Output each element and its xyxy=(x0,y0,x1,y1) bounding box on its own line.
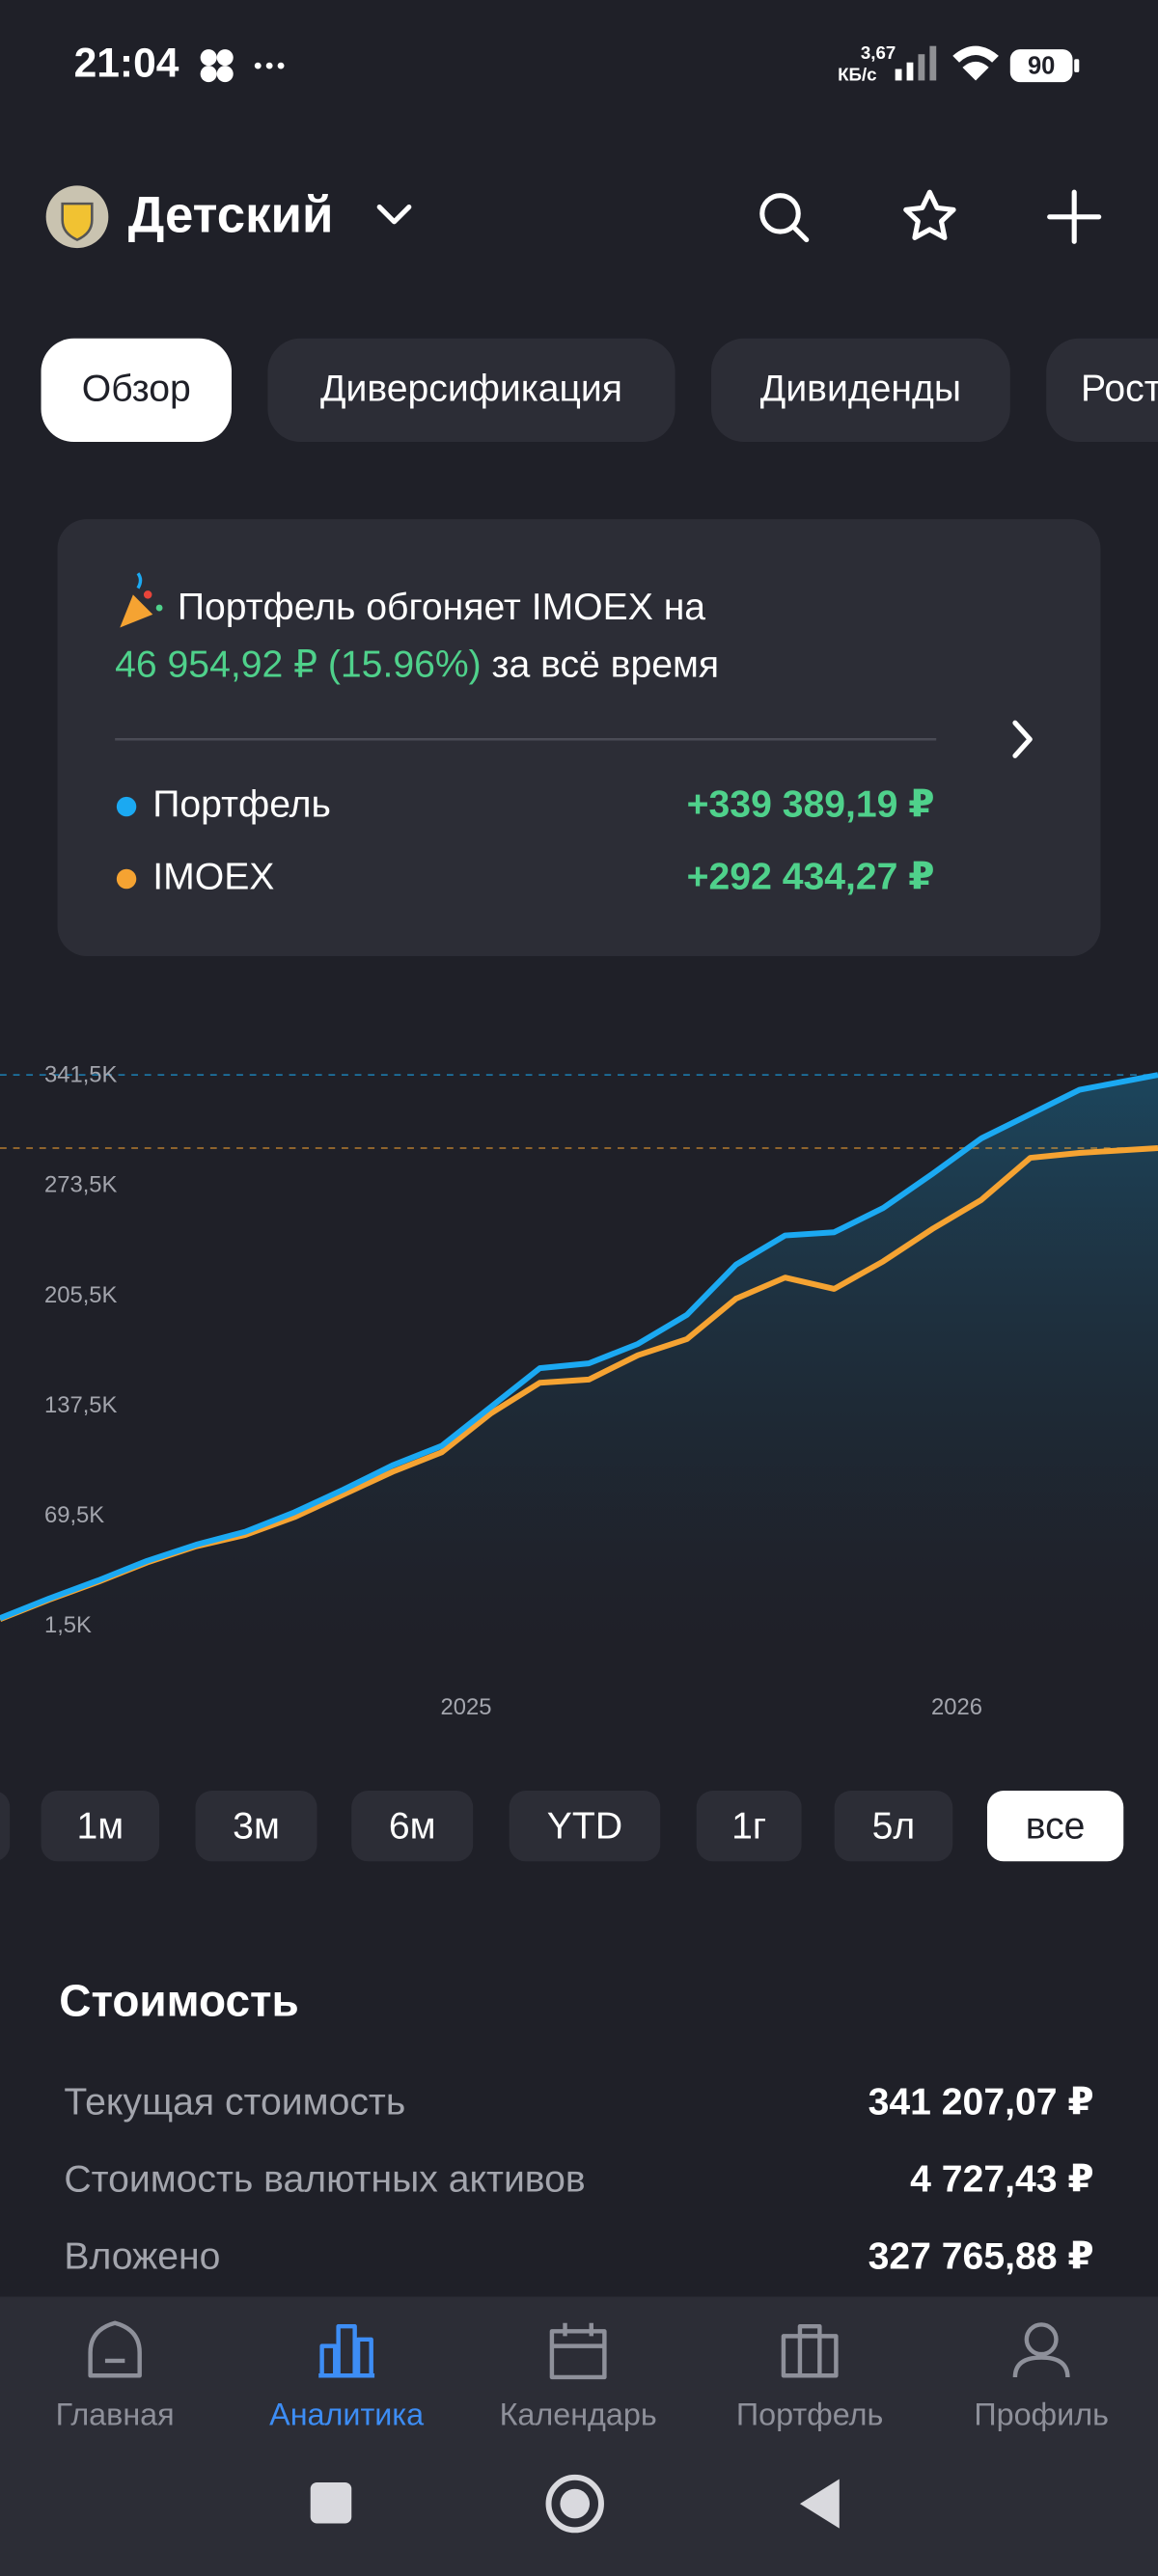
comparison-card[interactable] xyxy=(57,519,1101,957)
tab[interactable] xyxy=(1046,338,1158,443)
y-tick-label: 205,5K xyxy=(44,1282,118,1308)
legend-label: Портфель xyxy=(152,783,331,825)
chart: 1,5K 69,5K 137,5K 205,5K 273,5K 341,5K 2025 202… xyxy=(0,1062,1158,1720)
android-back[interactable] xyxy=(799,2479,840,2529)
tab-label[interactable]: Дивиденды xyxy=(760,369,961,410)
range-button[interactable] xyxy=(834,1791,953,1862)
range-button[interactable] xyxy=(351,1791,474,1862)
comparison-line: 46 954,92 ₽ (15.96%) за всё время xyxy=(115,644,719,686)
range-label[interactable]: все xyxy=(1026,1806,1086,1848)
status-icons xyxy=(200,45,1080,83)
y-tick-label: 341,5K xyxy=(44,1062,118,1088)
y-tick-label: 69,5K xyxy=(44,1502,104,1528)
range-button[interactable] xyxy=(986,1791,1124,1862)
row-label: Вложено xyxy=(64,2236,220,2278)
tab[interactable] xyxy=(41,338,232,443)
bank-logo xyxy=(45,185,109,249)
chevron-icon[interactable] xyxy=(1012,720,1033,758)
party-icon xyxy=(120,572,163,628)
legend-dot xyxy=(116,868,137,890)
tab[interactable] xyxy=(711,338,1010,443)
row-value: 327 765,88 ₽ xyxy=(868,2236,1094,2278)
legend: Портфель +339 389,19 ₽ IMOEX +292 434,27 ₽ xyxy=(116,783,935,897)
row-label: Стоимость валютных активов xyxy=(64,2159,585,2201)
nav-label[interactable]: Портфель xyxy=(736,2397,883,2431)
nav-icon[interactable] xyxy=(318,2323,375,2378)
range-label[interactable]: YTD xyxy=(547,1806,622,1848)
dropdown-icon[interactable] xyxy=(376,204,412,225)
range-button[interactable] xyxy=(696,1791,802,1862)
y-tick-label: 137,5K xyxy=(44,1392,118,1418)
row-label: Текущая стоимость xyxy=(64,2082,405,2124)
range-label[interactable]: 3м xyxy=(233,1806,280,1848)
range-label[interactable]: 5л xyxy=(872,1806,916,1848)
android-recent[interactable] xyxy=(310,2481,352,2524)
range-selector: 1м 3м 6м YTD 1г 5л все xyxy=(41,1791,1124,1862)
nav-label[interactable]: Профиль xyxy=(974,2397,1109,2431)
legend-label: IMOEX xyxy=(152,856,274,897)
range-button[interactable] xyxy=(41,1791,160,1862)
tab[interactable] xyxy=(267,338,676,443)
range-button[interactable] xyxy=(509,1791,661,1862)
row-value: 4 727,43 ₽ xyxy=(910,2159,1093,2201)
nav-label[interactable]: Аналитика xyxy=(269,2397,424,2431)
legend-dot xyxy=(116,796,137,817)
nav-items: Главная Аналитика Календарь Портфель Профиль xyxy=(56,2320,1109,2431)
tab-label[interactable]: Рост xyxy=(1081,369,1158,410)
area-fill xyxy=(0,1075,1158,1652)
bottom-nav xyxy=(0,2296,1158,2576)
status-speed: 3,67 xyxy=(861,42,896,63)
range-button-partial[interactable] xyxy=(0,1791,11,1861)
y-tick-label: 1,5K xyxy=(44,1612,92,1638)
status-speed-unit: КБ/с xyxy=(838,64,876,84)
range-label[interactable]: 1м xyxy=(76,1806,124,1848)
value-rows: Текущая стоимость 341 207,07 ₽ Стоимость в… xyxy=(64,2082,1093,2278)
x-tick-label: 2025 xyxy=(441,1694,492,1720)
tab-label[interactable]: Обзор xyxy=(82,369,191,410)
range-button[interactable] xyxy=(195,1791,317,1862)
status-time: 21:04 xyxy=(74,40,179,86)
difference-suffix: за всё время xyxy=(492,644,720,686)
favorite-icon[interactable] xyxy=(903,189,956,240)
legend-value: +339 389,19 ₽ xyxy=(687,783,935,825)
nav-label[interactable]: Главная xyxy=(56,2397,175,2431)
nav-label[interactable]: Календарь xyxy=(500,2397,657,2431)
tabs: Обзор Диверсификация Дивиденды Рост xyxy=(41,338,1158,443)
range-label[interactable]: 1г xyxy=(731,1806,766,1848)
y-tick-label: 273,5K xyxy=(44,1172,118,1198)
search-icon[interactable] xyxy=(759,193,810,243)
x-tick-label: 2026 xyxy=(931,1694,982,1720)
difference-amount: 46 954,92 ₽ xyxy=(115,644,317,686)
nav-icon[interactable] xyxy=(781,2323,839,2378)
series-line xyxy=(0,1072,1158,1621)
nav-icon[interactable] xyxy=(549,2322,607,2380)
comparison-headline: Портфель обгоняет IMOEX на xyxy=(178,587,705,628)
battery-level: 90 xyxy=(1028,53,1055,80)
difference-percent: (15.96%) xyxy=(328,644,482,686)
android-home[interactable] xyxy=(545,2474,604,2534)
portfolio-title[interactable]: Детский xyxy=(128,186,334,243)
nav-icon[interactable] xyxy=(1012,2322,1070,2378)
tab-label[interactable]: Диверсификация xyxy=(320,369,622,410)
add-icon[interactable] xyxy=(1047,189,1102,244)
row-value: 341 207,07 ₽ xyxy=(868,2082,1094,2124)
nav-icon[interactable] xyxy=(88,2320,142,2378)
legend-value: +292 434,27 ₽ xyxy=(687,856,935,897)
range-label[interactable]: 6м xyxy=(389,1806,436,1848)
section-title: Стоимость xyxy=(59,1976,299,2026)
